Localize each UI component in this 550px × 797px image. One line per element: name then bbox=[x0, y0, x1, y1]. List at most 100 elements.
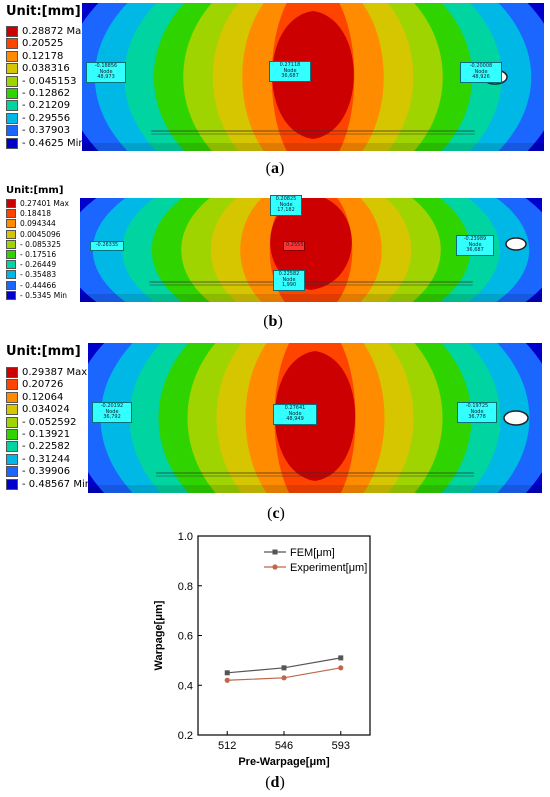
base-edge bbox=[82, 143, 544, 151]
panel-b: Unit:[mm] 0.27401 Max 0.18418 0.094344 0.00… bbox=[0, 183, 550, 338]
hole bbox=[505, 237, 527, 251]
legend-entry: - 0.085325 bbox=[6, 239, 61, 249]
max-region bbox=[272, 11, 354, 139]
legend-entry: - 0.31244 bbox=[6, 453, 70, 465]
probe-left: -0.18856 Node 48,973 bbox=[86, 62, 126, 83]
legend-swatch bbox=[6, 367, 18, 378]
y-axis-label: Warpage[μm] bbox=[153, 600, 165, 670]
legend-swatch bbox=[6, 209, 16, 219]
y-tick-label: 1.0 bbox=[178, 531, 193, 543]
legend-marker bbox=[272, 564, 278, 570]
probe-center: 0.27641 Node 48,949 bbox=[273, 404, 317, 425]
legend-entry: - 0.17516 bbox=[6, 250, 56, 259]
legend-label: 0.29387 Max bbox=[22, 367, 88, 378]
legend-swatch bbox=[6, 466, 18, 478]
legend-swatch bbox=[6, 219, 16, 229]
fea-model-c bbox=[88, 343, 542, 493]
legend-swatch bbox=[6, 379, 18, 391]
legend-label: 0.12064 bbox=[22, 391, 64, 403]
data-point bbox=[338, 665, 344, 671]
data-point bbox=[224, 670, 230, 676]
legend-entry: - 0.39906 bbox=[6, 466, 70, 478]
probe-center: 0.2555 bbox=[283, 241, 305, 251]
unit-title: Unit:[mm] bbox=[6, 344, 81, 359]
legend-swatch bbox=[6, 250, 16, 259]
legend-swatch bbox=[6, 391, 18, 403]
unit-title: Unit:[mm] bbox=[6, 185, 64, 196]
legend-label: - 0.085325 bbox=[20, 239, 61, 249]
max-region bbox=[270, 198, 352, 290]
legend-swatch bbox=[6, 290, 16, 300]
legend-label: FEM[μm] bbox=[290, 547, 335, 559]
x-tick-label: 593 bbox=[332, 740, 350, 752]
legend-entry: - 0.045153 bbox=[6, 75, 77, 87]
legend-label: - 0.12862 bbox=[22, 88, 71, 99]
legend-swatch bbox=[6, 453, 18, 465]
caption-a: (a) bbox=[265, 160, 285, 177]
probe-right: -0.23989 Node 36,687 bbox=[456, 235, 494, 256]
legend-label: - 0.045153 bbox=[22, 75, 77, 87]
legend-label: - 0.4625 Min bbox=[22, 137, 85, 149]
legend-swatch bbox=[6, 88, 18, 99]
legend-entry: - 0.13921 bbox=[6, 429, 70, 440]
legend-label: - 0.37903 bbox=[22, 125, 71, 137]
legend-label: - 0.13921 bbox=[22, 429, 71, 440]
fea-model-a bbox=[82, 3, 544, 151]
legend-label: 0.27401 Max bbox=[20, 199, 69, 208]
legend-label: - 0.17516 bbox=[20, 250, 57, 259]
probe-center: 0.27118 Node 36,687 bbox=[269, 61, 311, 82]
legend-label: 0.094344 bbox=[20, 219, 56, 229]
legend-entry: - 0.052592 bbox=[6, 416, 77, 428]
data-point bbox=[224, 677, 230, 683]
legend-swatch bbox=[6, 75, 18, 87]
legend-swatch bbox=[6, 63, 18, 75]
legend-entry: 0.038316 bbox=[6, 63, 70, 75]
legend-swatch bbox=[6, 199, 16, 208]
caption-d: (d) bbox=[265, 774, 285, 791]
legend-swatch bbox=[6, 239, 16, 249]
legend-swatch bbox=[6, 26, 18, 37]
legend-swatch bbox=[6, 260, 16, 270]
legend-entry: 0.18418 bbox=[6, 209, 52, 219]
legend-entry: 0.29387 Max bbox=[6, 367, 87, 378]
legend-swatch bbox=[6, 100, 18, 112]
legend-entry: 0.094344 bbox=[6, 219, 56, 229]
legend-entry: - 0.4625 Min bbox=[6, 137, 85, 149]
legend-label: - 0.5345 Min bbox=[20, 290, 68, 300]
legend-label: 0.12178 bbox=[22, 50, 64, 62]
legend-b: Unit:[mm] 0.27401 Max 0.18418 0.094344 0.00… bbox=[0, 183, 80, 303]
legend-label: 0.20726 bbox=[22, 379, 64, 391]
legend-entry: - 0.48567 Min bbox=[6, 478, 91, 490]
legend-swatch bbox=[6, 137, 18, 149]
legend-marker bbox=[272, 549, 278, 555]
legend-entry: 0.28872 Max bbox=[6, 26, 87, 37]
legend-swatch bbox=[6, 229, 16, 239]
legend-swatch bbox=[6, 478, 18, 490]
base-edge bbox=[80, 294, 542, 302]
panel-c: Unit:[mm] 0.29387 Max 0.20726 0.12064 0.034… bbox=[0, 338, 550, 528]
probe-right: -0.19725 Node 36,778 bbox=[457, 402, 497, 423]
legend-entry: 0.27401 Max bbox=[6, 199, 69, 208]
legend-label: - 0.35483 bbox=[20, 270, 57, 280]
unit-title: Unit:[mm] bbox=[6, 4, 81, 19]
x-tick-label: 512 bbox=[218, 740, 236, 752]
legend-c: Unit:[mm] 0.29387 Max 0.20726 0.12064 0.034… bbox=[0, 338, 91, 493]
legend-entry: - 0.5345 Min bbox=[6, 290, 68, 300]
legend-entry: 0.034024 bbox=[6, 404, 70, 416]
legend-label: - 0.22582 bbox=[22, 441, 71, 453]
legend-label: 0.034024 bbox=[22, 404, 70, 416]
legend-label: 0.18418 bbox=[20, 209, 52, 219]
x-tick-label: 546 bbox=[275, 740, 293, 752]
x-axis-label: Pre-Warpage[μm] bbox=[238, 756, 330, 768]
legend-entry: 0.0045096 bbox=[6, 229, 61, 239]
legend-swatch bbox=[6, 112, 18, 124]
legend-swatch bbox=[6, 280, 16, 290]
legend-label: - 0.21209 bbox=[22, 100, 71, 112]
base-edge bbox=[88, 485, 542, 493]
data-point bbox=[281, 675, 287, 681]
warpage-chart: 0.2 0.4 0.6 0.8 1.0 512 546 593 Pre-Warpage[μm] W… bbox=[150, 528, 420, 773]
legend-entry: - 0.12862 bbox=[6, 88, 70, 99]
legend-entry: - 0.37903 bbox=[6, 125, 71, 137]
y-tick-label: 0.2 bbox=[178, 730, 193, 742]
y-tick-label: 0.4 bbox=[178, 680, 193, 692]
